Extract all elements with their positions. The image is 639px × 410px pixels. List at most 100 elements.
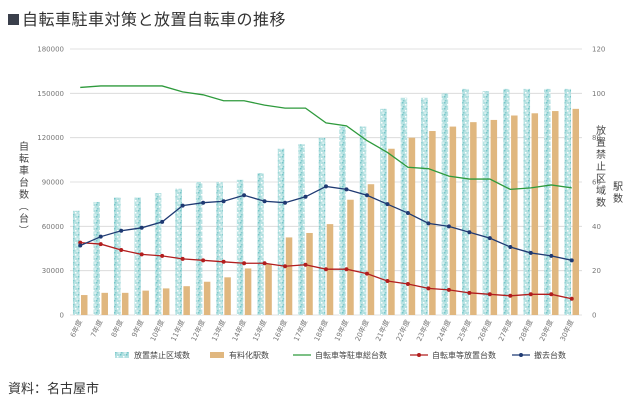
y-left-tick-label: 60000 (42, 223, 64, 231)
bar-prohibited-zones (195, 182, 203, 315)
title-square-icon (8, 14, 19, 25)
y-right-title-char: 駅 (613, 181, 623, 193)
y-right-title-char: 域 (596, 184, 606, 197)
x-tick-label: 21年度 (373, 318, 391, 343)
x-tick-label: 9年度 (130, 318, 146, 339)
bar-paid-stations (572, 108, 580, 315)
y-right-title-char: 止 (596, 161, 606, 173)
point-abandoned (160, 253, 165, 258)
bar-prohibited-zones (503, 88, 510, 316)
point-abandoned (528, 292, 533, 297)
x-tick-label: 23年度 (414, 318, 432, 343)
bar-paid-stations (121, 292, 129, 315)
point-abandoned (98, 242, 103, 247)
y-right-tick-label: 40 (592, 223, 601, 231)
x-tick-label: 24年度 (435, 318, 453, 343)
y-left-tick-label: 90000 (42, 179, 64, 187)
bar-prohibited-zones (359, 126, 367, 315)
x-tick-label: 29年度 (537, 318, 555, 343)
x-tick-label: 30年度 (558, 318, 576, 343)
legend-prohibited-zones-swatch (115, 352, 129, 358)
point-removed (201, 200, 206, 205)
point-removed (283, 200, 288, 205)
bar-paid-stations (203, 281, 211, 315)
bar-paid-stations (183, 286, 190, 315)
point-abandoned (508, 293, 513, 298)
point-removed (467, 230, 472, 235)
y-right-title-char: 置 (596, 137, 606, 149)
point-removed (180, 203, 185, 208)
y-left-title-char: 車 (19, 164, 29, 177)
bar-prohibited-zones (421, 97, 428, 316)
point-abandoned (221, 259, 226, 264)
legend-paid-stations-swatch (210, 352, 224, 358)
bar-paid-stations (306, 232, 313, 315)
point-removed (139, 225, 144, 230)
legend-prohibited-zones-label: 放置禁止区域数 (134, 350, 190, 360)
point-abandoned (303, 262, 308, 267)
y-right-tick-label: 20 (592, 267, 601, 275)
legend-removed-marker (519, 353, 523, 357)
bar-prohibited-zones (277, 148, 285, 315)
point-removed (549, 253, 554, 258)
point-abandoned (446, 287, 451, 292)
y-left-title-char: 転 (19, 153, 29, 165)
point-abandoned (139, 252, 144, 257)
point-removed (221, 199, 226, 204)
bars (72, 88, 580, 316)
chart-title: 自転車駐車対策と放置自転車の推移 (8, 6, 286, 30)
bar-paid-stations (162, 288, 170, 315)
bar-prohibited-zones (482, 91, 490, 315)
point-abandoned (385, 279, 390, 284)
y-left-title-char: 自 (19, 140, 29, 153)
bar-paid-stations (531, 113, 539, 316)
bar-prohibited-zones (154, 193, 162, 315)
x-tick-label: 11年度 (169, 318, 187, 343)
y-right-title-char: 数 (596, 196, 606, 209)
x-tick-label: 18年度 (312, 318, 330, 343)
y-right-tick-label: 120 (592, 46, 605, 54)
point-abandoned (283, 264, 288, 269)
point-abandoned (242, 261, 247, 266)
bar-paid-stations (511, 115, 518, 315)
chart-title-text: 自転車駐車対策と放置自転車の推移 (22, 10, 287, 29)
x-tick-label: 26年度 (476, 318, 494, 343)
y-right-title-char: 数 (613, 192, 623, 205)
y-right-tick-label: 0 (592, 312, 596, 320)
point-removed (119, 228, 124, 233)
y-left-title-char: ） (17, 225, 29, 235)
bar-prohibited-zones (236, 179, 244, 315)
source-note: 資料：名古屋市 (8, 382, 100, 397)
legend-abandoned-label: 自転車等放置台数 (432, 350, 496, 360)
bar-prohibited-zones (564, 88, 572, 316)
bar-paid-stations (265, 264, 272, 315)
bar-prohibited-zones (257, 173, 264, 315)
x-tick-label: 28年度 (517, 318, 535, 343)
point-abandoned (487, 292, 492, 297)
x-tick-label: 8年度 (109, 318, 125, 339)
x-tick-label: 27年度 (496, 318, 514, 343)
y-right-title-char: 禁 (596, 149, 606, 161)
point-removed (262, 199, 267, 204)
x-tick-label: 7年度 (89, 318, 105, 339)
point-removed (78, 243, 83, 248)
x-tick-label: 14年度 (230, 318, 248, 343)
point-abandoned (180, 256, 185, 261)
y-left-tick-label: 0 (60, 312, 64, 320)
point-removed (98, 234, 103, 239)
point-removed (344, 187, 349, 192)
point-removed (426, 221, 431, 226)
x-tick-label: 10年度 (148, 318, 166, 343)
y-left-tick-label: 180000 (37, 46, 64, 54)
point-abandoned (78, 240, 83, 245)
point-abandoned (569, 296, 574, 301)
bar-prohibited-zones (318, 137, 326, 315)
bar-prohibited-zones (72, 210, 80, 315)
point-abandoned (405, 281, 410, 286)
lines (78, 85, 574, 301)
point-abandoned (324, 267, 328, 272)
y-right-tick-label: 60 (592, 179, 601, 187)
x-tick-label: 16年度 (271, 318, 289, 343)
bar-prohibited-zones (339, 126, 346, 315)
legend-abandoned-marker (417, 353, 421, 357)
